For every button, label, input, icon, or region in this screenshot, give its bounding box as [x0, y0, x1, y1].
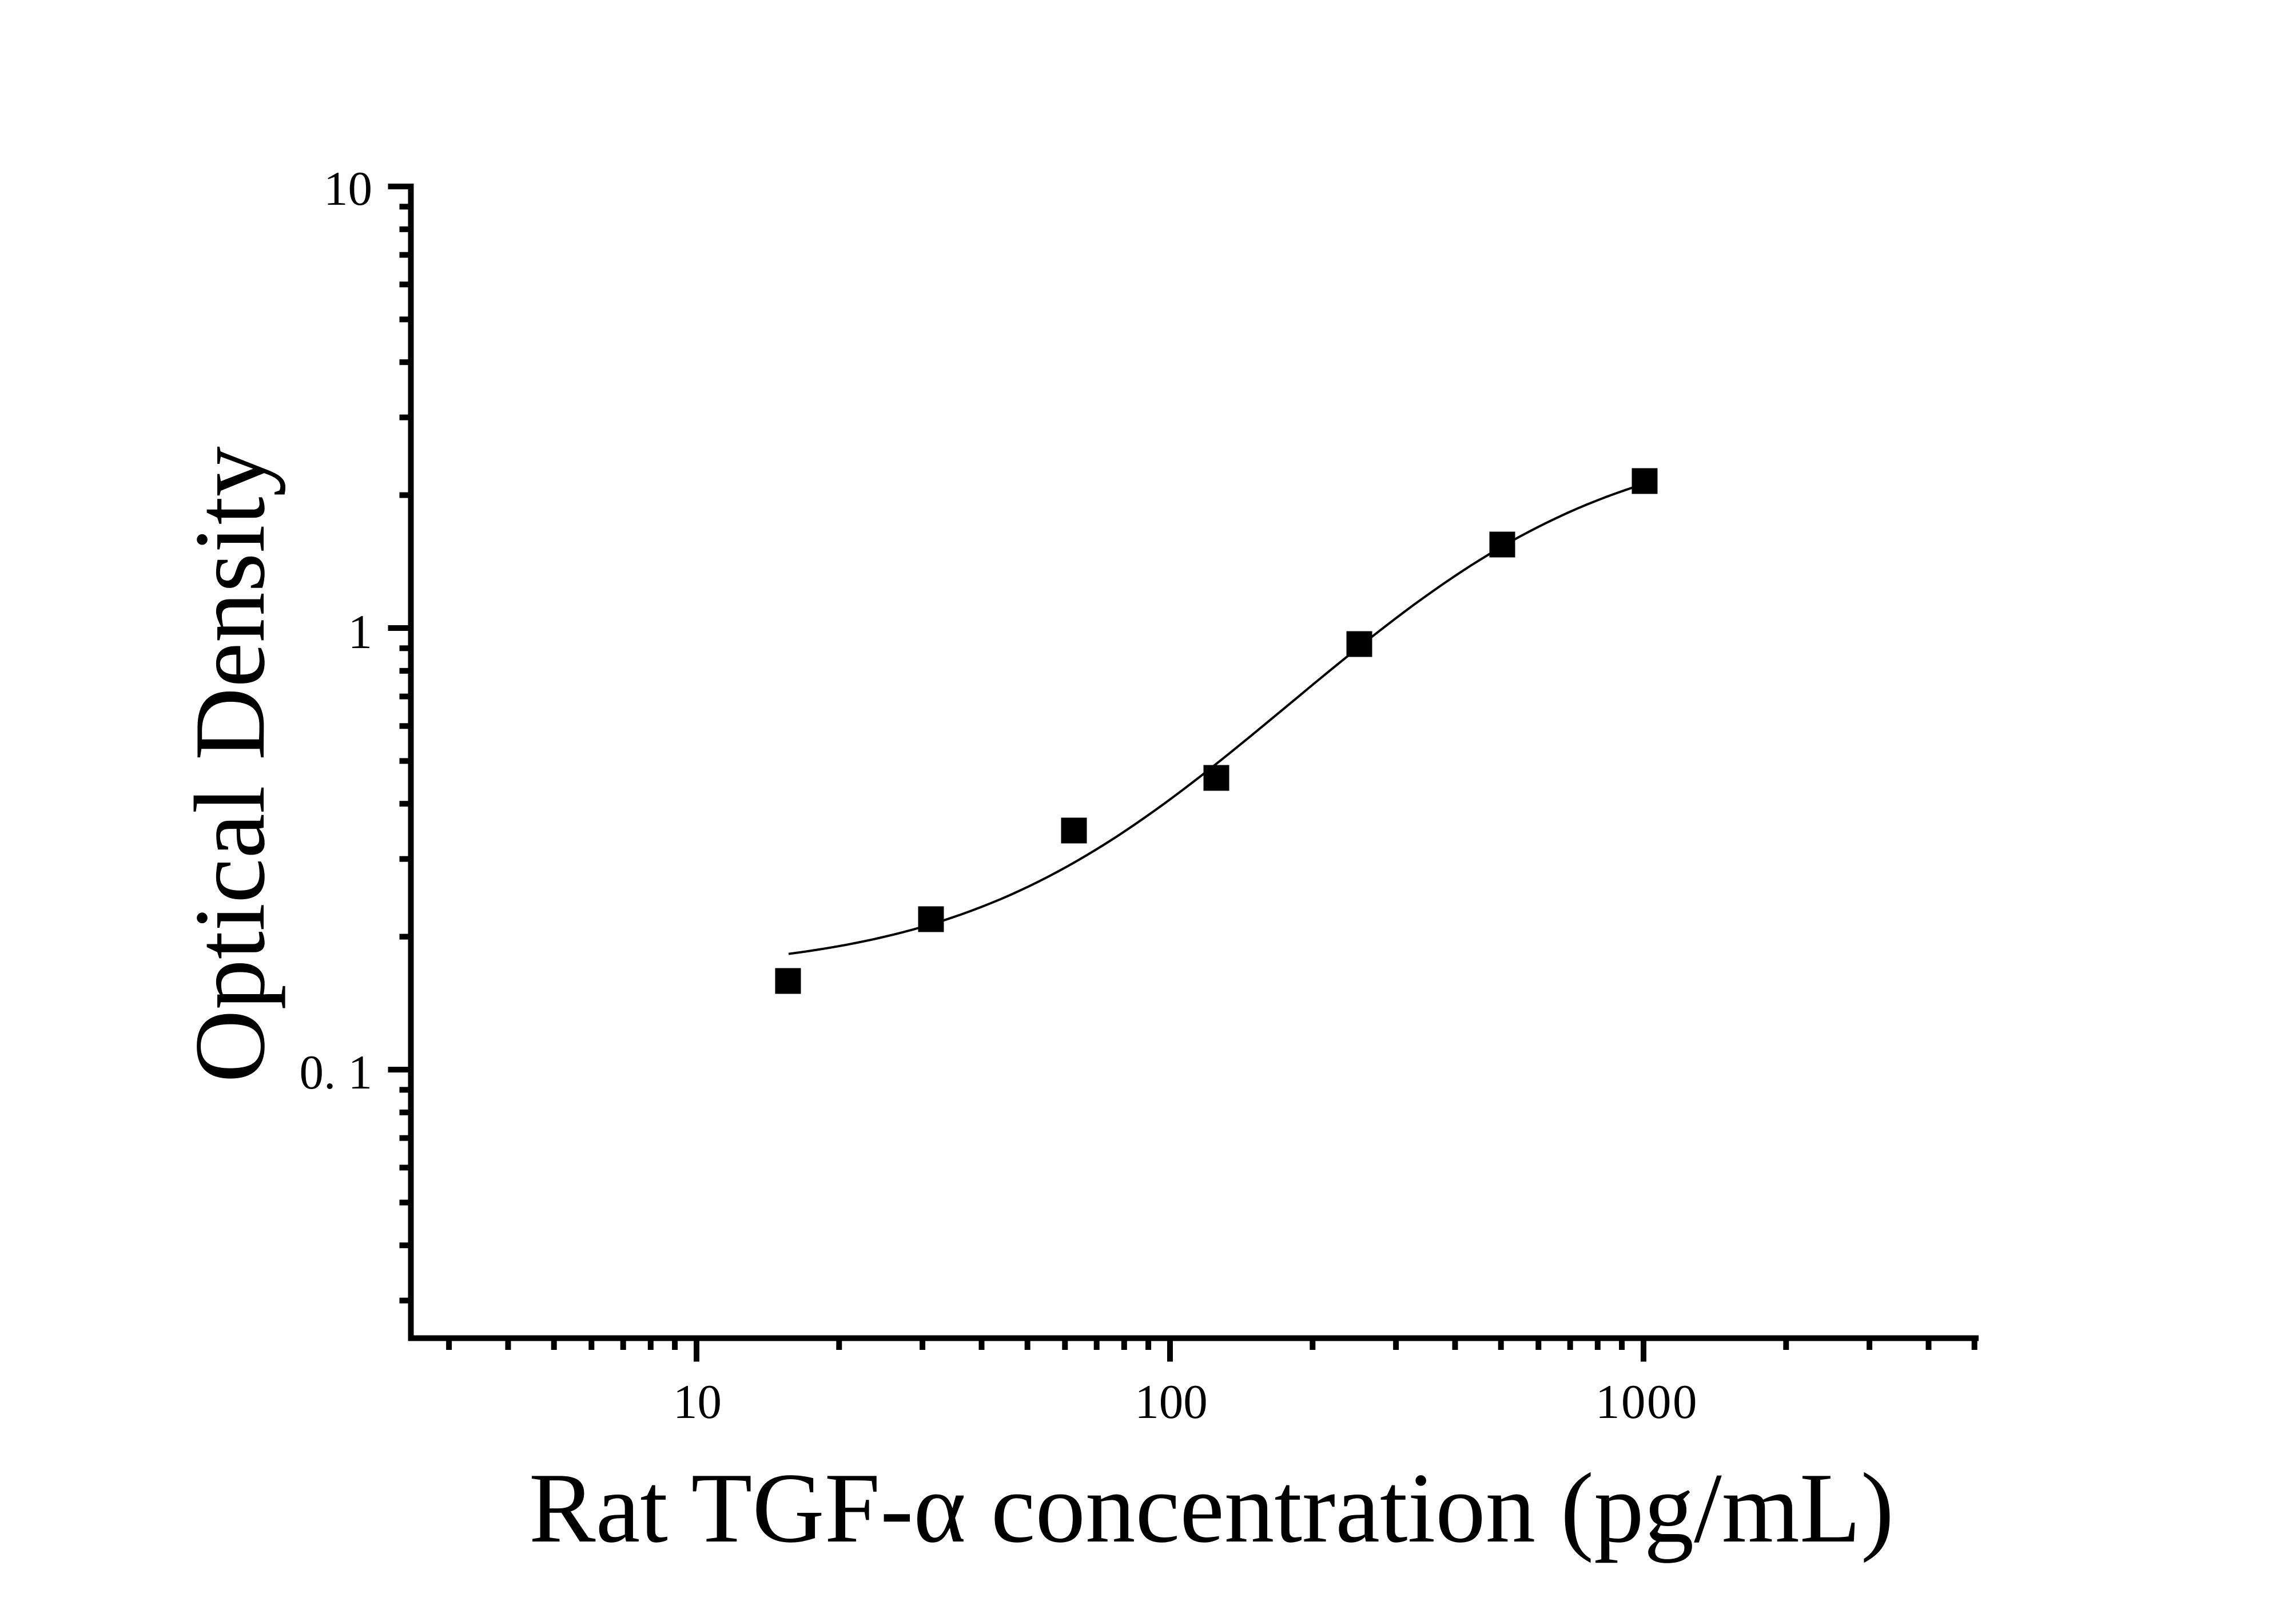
svg-text:10: 10: [673, 1375, 722, 1429]
svg-text:100: 100: [1135, 1375, 1208, 1429]
svg-text:1000: 1000: [1595, 1375, 1698, 1429]
svg-text:1: 1: [348, 605, 373, 659]
svg-text:Optical Density: Optical Density: [174, 446, 286, 1083]
svg-text:10: 10: [324, 162, 372, 216]
svg-text:Rat TGF-α concentration (pg/mL: Rat TGF-α concentration (pg/mL): [529, 1452, 1894, 1563]
svg-text:0. 1: 0. 1: [300, 1046, 373, 1099]
